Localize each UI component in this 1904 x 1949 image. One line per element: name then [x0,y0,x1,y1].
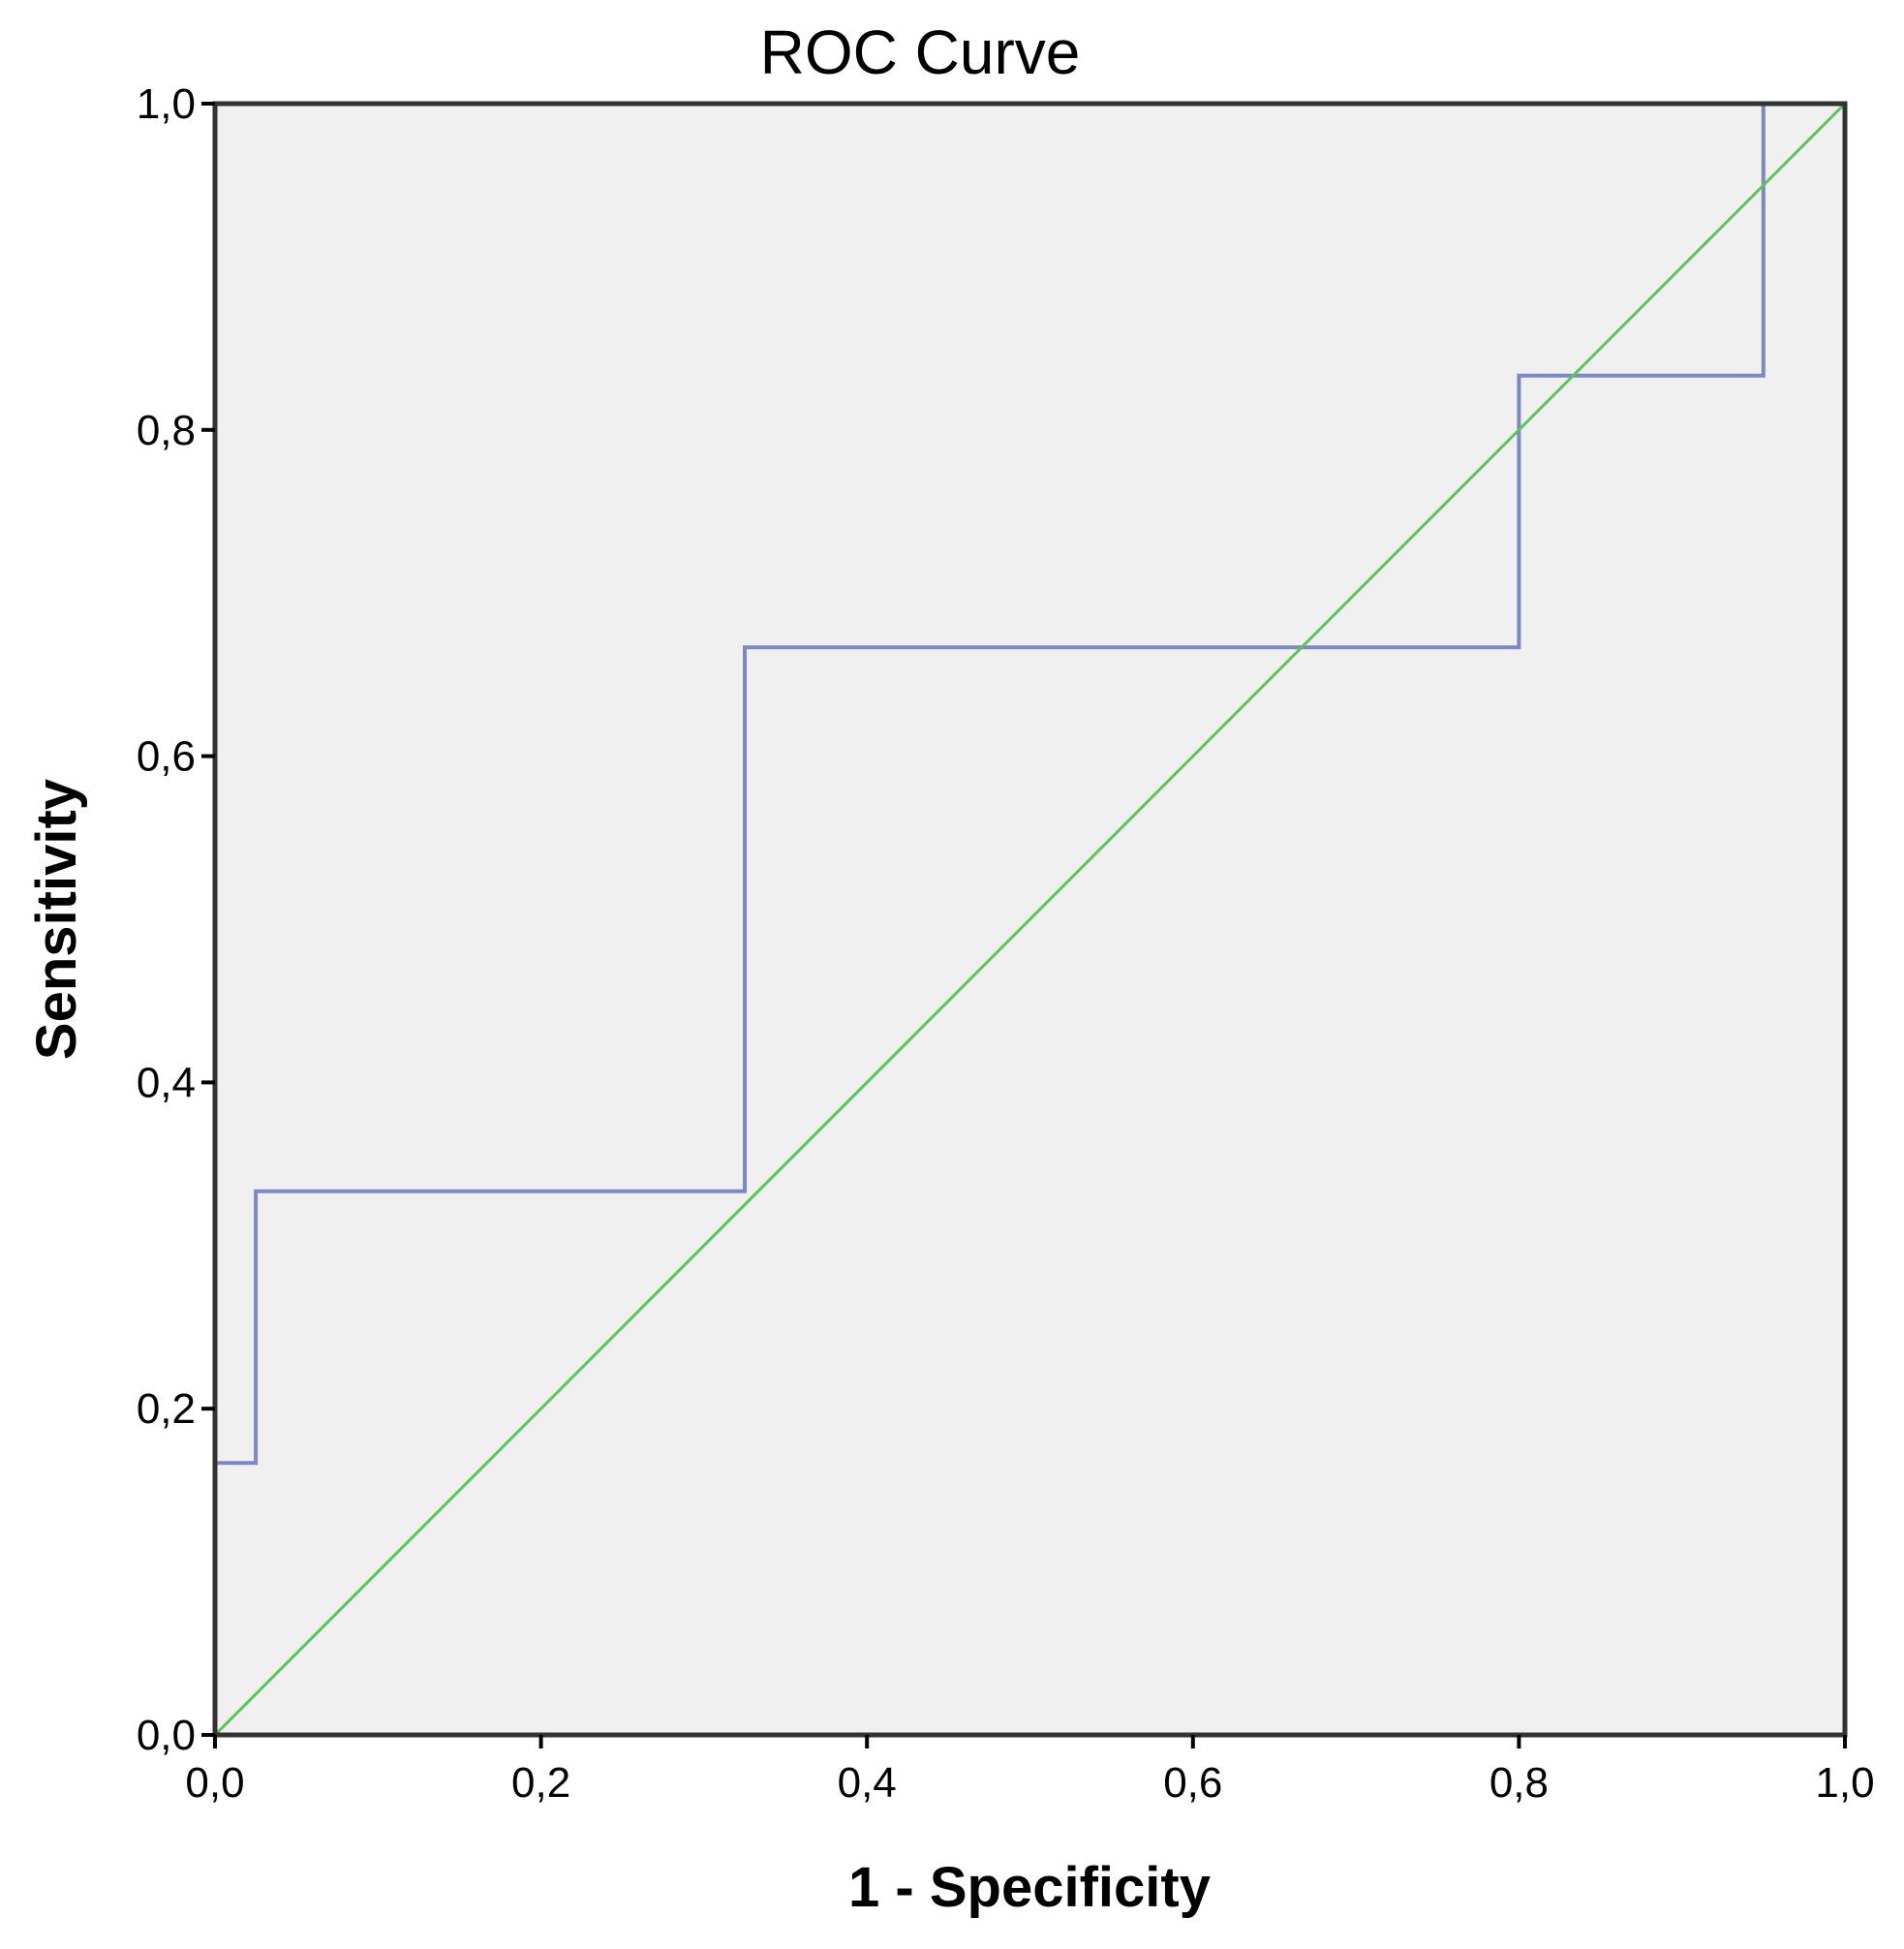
reference-diagonal-line [213,102,1847,1737]
x-tick-label: 0,6 [1163,1759,1222,1807]
series-layer [213,102,1847,1737]
x-tick-label: 0,2 [511,1759,570,1807]
x-tick-label: 0,8 [1489,1759,1549,1807]
chart-title: ROC Curve [760,17,1081,87]
y-tick-label: 0,6 [137,733,196,781]
x-axis-label: 1 - Specificity [848,1856,1211,1919]
y-tick-label: 0,2 [137,1385,196,1433]
x-tick-label: 0,0 [185,1759,244,1807]
y-tick-label: 1,0 [137,80,196,128]
y-tick-label: 0,8 [137,407,196,454]
roc-curve-line [213,102,1845,1735]
x-tick-label: 1,0 [1815,1759,1874,1807]
plot-frame [212,101,1848,1738]
y-tick-label: 0,4 [137,1059,196,1106]
y-axis-ticks: 0,0 0,2 0,4 0,6 0,8 1,0 [137,80,215,1759]
x-axis-ticks: 0,0 0,2 0,4 0,6 0,8 1,0 [185,1735,1875,1807]
y-tick-label: 0,0 [137,1712,196,1759]
y-axis-label: Sensitivity [25,779,88,1060]
x-tick-label: 0,4 [838,1759,897,1807]
